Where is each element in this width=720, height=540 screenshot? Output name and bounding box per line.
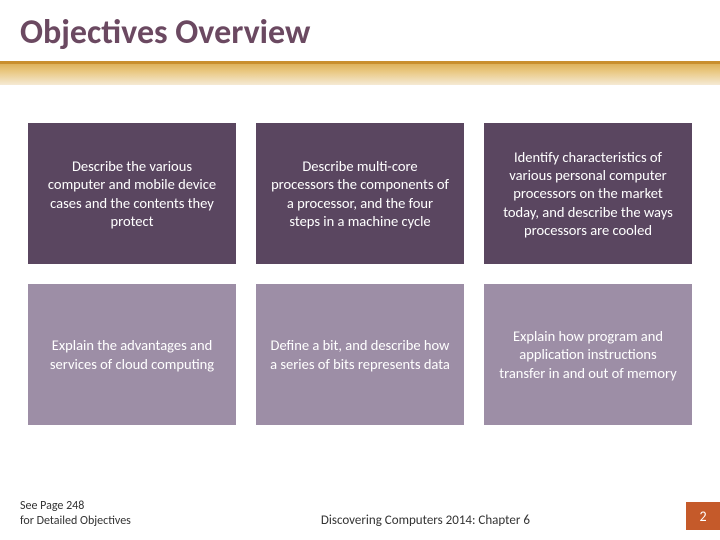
- objective-card: Describe multi-core processors the compo…: [256, 123, 464, 264]
- objectives-grid: Describe the various computer and mobile…: [0, 85, 720, 445]
- footer-center: Discovering Computers 2014: Chapter 6: [131, 513, 720, 530]
- objective-card: Describe the various computer and mobile…: [28, 123, 236, 264]
- objective-card: Identify characteristics of various pers…: [484, 123, 692, 264]
- accent-bar: [0, 61, 720, 85]
- page-number-badge: 2: [686, 502, 720, 530]
- footer-see-page: See Page 248: [20, 499, 131, 515]
- objective-card: Explain how program and application inst…: [484, 284, 692, 425]
- page-title: Objectives Overview: [20, 12, 700, 53]
- footer-left: See Page 248 for Detailed Objectives: [20, 499, 131, 530]
- objective-card: Explain the advantages and services of c…: [28, 284, 236, 425]
- footer: See Page 248 for Detailed Objectives Dis…: [0, 499, 720, 530]
- objective-card: Define a bit, and describe how a series …: [256, 284, 464, 425]
- footer-detailed: for Detailed Objectives: [20, 514, 131, 530]
